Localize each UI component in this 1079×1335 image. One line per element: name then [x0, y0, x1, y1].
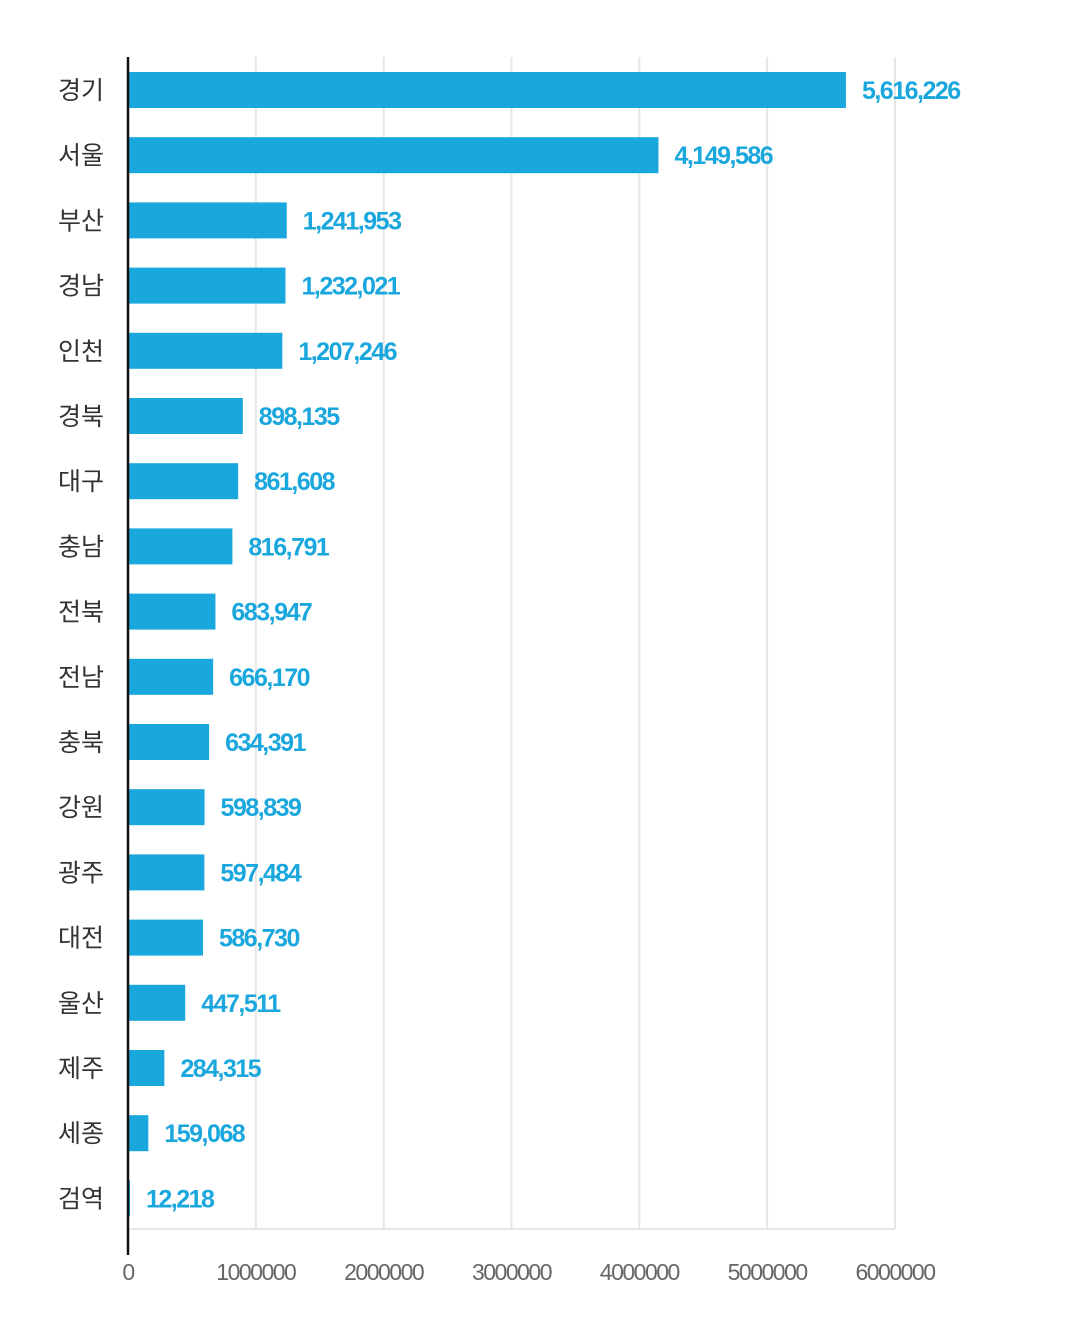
axes: [126, 57, 895, 1255]
bar: [128, 789, 205, 826]
category-label: 대전: [58, 924, 104, 953]
value-label: 598,839: [221, 794, 301, 822]
bar: [128, 137, 659, 174]
value-label: 159,068: [164, 1120, 245, 1148]
category-label: 경남: [58, 272, 104, 301]
bar: [128, 398, 243, 434]
bar: [128, 202, 287, 239]
x-tick-label: 1000000: [216, 1259, 296, 1285]
x-tick-label: 0: [122, 1259, 134, 1285]
value-label: 284,315: [180, 1055, 261, 1083]
bar: [128, 528, 233, 565]
value-labels: 5,616,226 4,149,586 1,241,953 1,232,021 1,20…: [146, 77, 962, 1213]
bar: [128, 854, 205, 891]
category-label: 전북: [58, 598, 104, 627]
category-label: 충북: [58, 728, 104, 757]
category-label: 광주: [58, 858, 104, 887]
category-label: 충남: [58, 532, 104, 561]
bar: [128, 919, 204, 956]
value-label: 447,511: [201, 990, 281, 1018]
category-label: 대구: [58, 467, 104, 496]
x-tick-labels: 0 1000000 2000000 3000000 4000000 5000000 6000…: [122, 1259, 936, 1285]
value-label: 898,135: [259, 403, 340, 431]
category-label: 서울: [58, 141, 104, 170]
category-label: 부산: [58, 206, 104, 235]
gridlines: [254, 57, 896, 1229]
bar: [128, 332, 283, 369]
bar: [128, 1115, 149, 1152]
bar: [128, 72, 846, 108]
value-label: 12,218: [146, 1185, 215, 1213]
value-label: 1,232,021: [301, 273, 400, 301]
category-label: 울산: [58, 989, 104, 1018]
x-tick-label: 2000000: [344, 1259, 424, 1285]
bar: [128, 463, 239, 500]
x-tick-label: 6000000: [855, 1259, 935, 1285]
category-label: 경북: [58, 402, 104, 431]
value-label: 634,391: [225, 729, 306, 757]
value-label: 586,730: [219, 925, 299, 953]
category-label: 제주: [58, 1054, 104, 1083]
value-label: 5,616,226: [862, 77, 960, 105]
bar: [128, 658, 214, 695]
value-label: 666,170: [229, 664, 309, 692]
value-label: 683,947: [231, 599, 311, 627]
category-label: 경기: [58, 76, 104, 105]
value-label: 4,149,586: [674, 142, 772, 170]
bar: [128, 1050, 165, 1086]
bar: [128, 724, 210, 760]
value-label: 816,791: [248, 533, 329, 561]
x-tick-label: 5000000: [728, 1259, 808, 1285]
x-tick-label: 3000000: [472, 1259, 552, 1285]
category-label: 검역: [58, 1184, 104, 1213]
value-label: 1,207,246: [298, 338, 396, 366]
value-label: 597,484: [220, 859, 301, 887]
value-label: 1,241,953: [303, 207, 401, 235]
bar: [128, 593, 216, 630]
x-tick-label: 4000000: [600, 1259, 680, 1285]
category-label: 세종: [58, 1119, 104, 1148]
category-label: 강원: [58, 793, 104, 822]
category-label: 인천: [58, 337, 104, 366]
value-label: 861,608: [254, 468, 335, 496]
bar: [128, 267, 286, 304]
category-label: 전남: [58, 663, 104, 692]
bar: [128, 984, 186, 1021]
bars: [128, 72, 846, 1217]
